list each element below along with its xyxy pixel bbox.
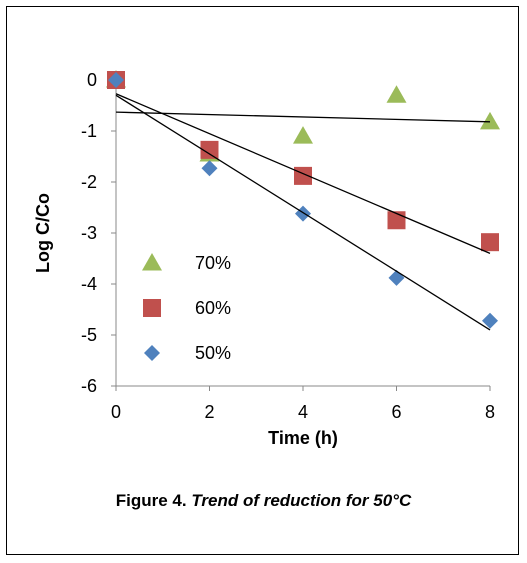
- legend-label: 60%: [195, 298, 231, 318]
- square-point: [200, 140, 219, 159]
- legend-marker: [144, 345, 160, 361]
- diamond-point: [388, 269, 405, 286]
- legend: 70% 60% 50%: [142, 253, 231, 363]
- data-points: [106, 70, 500, 329]
- legend-label: 70%: [195, 253, 231, 273]
- trendlines: [115, 93, 491, 331]
- x-axis-ticks: 0 2 4 6 8: [111, 386, 495, 422]
- trendline: [115, 93, 491, 254]
- legend-label: 50%: [195, 343, 231, 363]
- y-tick-label: 0: [87, 70, 97, 90]
- y-tick-label: -1: [81, 121, 97, 141]
- y-tick-label: -2: [81, 172, 97, 192]
- x-tick-label: 0: [111, 402, 121, 422]
- trendline: [115, 111, 491, 123]
- diamond-point: [201, 160, 218, 177]
- triangle-point: [386, 85, 407, 103]
- figure-frame: [6, 6, 519, 555]
- scatter-chart: 0 -1 -2 -3 -4 -5 -6 0 2 4 6 8 70% 60% 50% Time (h) L…: [33, 70, 500, 448]
- y-axis-ticks: 0 -1 -2 -3 -4 -5 -6: [81, 70, 116, 396]
- caption-text: Trend of reduction for 50°C: [191, 491, 412, 510]
- caption-label: Figure 4.: [115, 491, 187, 510]
- trendline: [115, 94, 491, 331]
- diamond-point: [108, 72, 124, 88]
- square-point: [481, 233, 499, 252]
- y-tick-label: -5: [81, 325, 97, 345]
- x-axis-label: Time (h): [268, 428, 338, 448]
- x-tick-label: 6: [391, 402, 401, 422]
- y-tick-label: -6: [81, 376, 97, 396]
- legend-marker: [142, 253, 162, 271]
- x-tick-label: 4: [298, 402, 308, 422]
- triangle-point: [480, 111, 500, 130]
- y-tick-label: -3: [81, 223, 97, 243]
- y-axis-label: Log C/Co: [33, 193, 53, 273]
- figure-caption: Figure 4. Trend of reduction for 50°C: [0, 491, 527, 511]
- x-tick-label: 8: [485, 402, 495, 422]
- x-tick-label: 2: [204, 402, 214, 422]
- diamond-point: [482, 312, 498, 329]
- legend-marker: [143, 299, 161, 317]
- diamond-point: [295, 205, 311, 222]
- y-tick-label: -4: [81, 274, 97, 294]
- triangle-point: [293, 126, 313, 144]
